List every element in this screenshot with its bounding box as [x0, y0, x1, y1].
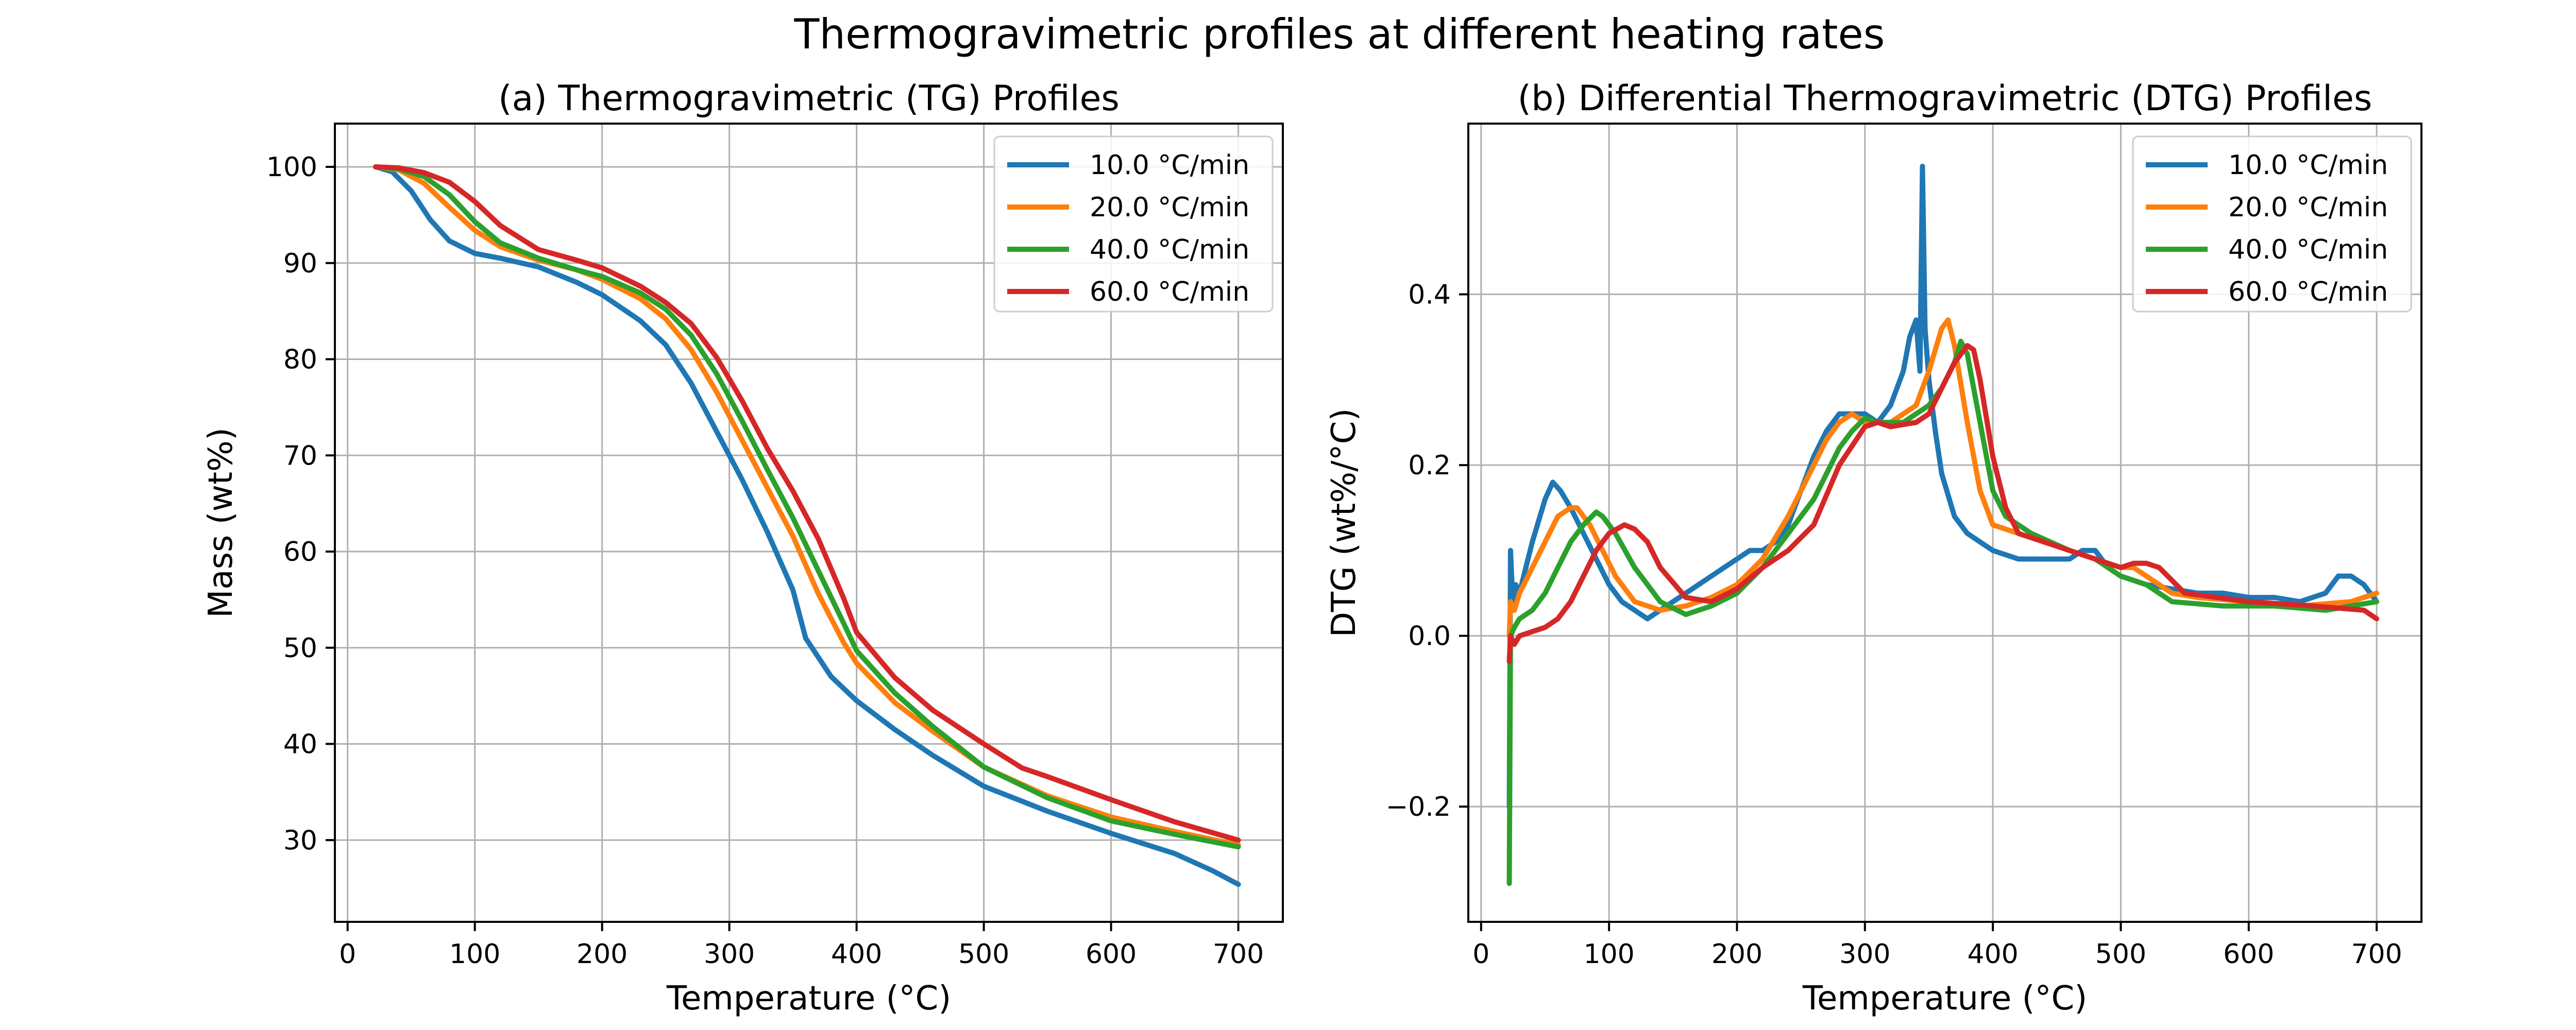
figure-suptitle: Thermogravimetric profiles at different …	[794, 10, 1885, 58]
legend-label-3: 40.0 °C/min	[1090, 234, 1249, 265]
y-tick-label: 40	[283, 729, 317, 760]
y-tick-label: 60	[283, 537, 317, 568]
y-tick-label: 0.4	[1408, 280, 1451, 311]
series-line-3	[373, 164, 1241, 850]
x-tick-label: 700	[1213, 939, 1264, 970]
y-tick-label: 0.2	[1408, 450, 1451, 481]
legend-label-4: 60.0 °C/min	[1090, 277, 1249, 307]
legend-box	[993, 135, 1274, 313]
x-tick-label: 200	[577, 939, 628, 970]
legend-label-1: 10.0 °C/min	[1090, 150, 1249, 181]
y-tick-label: 90	[283, 248, 317, 279]
legend: 10.0 °C/min 20.0 °C/min 40.0 °C/min 60.0 °C…	[993, 135, 1274, 313]
y-tick-label: 100	[266, 152, 317, 183]
legend-label-2: 20.0 °C/min	[1090, 192, 1249, 223]
y-tick-label: 70	[283, 440, 317, 471]
x-axis-label: Temperature (°C)	[666, 980, 951, 1018]
series-group	[1506, 163, 2380, 886]
x-tick-label: 200	[1711, 939, 1762, 970]
axes-frame	[334, 123, 1284, 923]
y-tick-label: 50	[283, 633, 317, 664]
series-line-4	[1506, 343, 2380, 664]
legend-label-4: 60.0 °C/min	[2228, 277, 2388, 307]
panel-title: (a) Thermogravimetric (TG) Profiles	[498, 78, 1120, 119]
legend-label-3: 40.0 °C/min	[2228, 234, 2388, 265]
y-axis-label: DTG (wt%/°C)	[1325, 408, 1363, 638]
legend-box	[2132, 135, 2412, 313]
x-tick-label: 600	[1086, 939, 1137, 970]
x-tick-label: 0	[339, 939, 356, 970]
legend: 10.0 °C/min 20.0 °C/min 40.0 °C/min 60.0 °C…	[2132, 135, 2412, 313]
series-line-1	[373, 164, 1241, 887]
x-tick-label: 400	[831, 939, 882, 970]
y-tick-label: 30	[283, 825, 317, 856]
y-tick-label: −0.2	[1386, 792, 1451, 822]
x-tick-label: 500	[2095, 939, 2146, 970]
series-line-4	[373, 164, 1241, 843]
x-tick-label: 0	[1472, 939, 1489, 970]
dtg-panel: (b) Differential Thermogravimetric (DTG)…	[1325, 78, 2422, 1018]
legend-label-1: 10.0 °C/min	[2228, 150, 2388, 181]
series-group	[373, 164, 1241, 887]
x-tick-label: 100	[449, 939, 500, 970]
x-tick-label: 500	[958, 939, 1009, 970]
x-tick-label: 700	[2351, 939, 2402, 970]
panel-title: (b) Differential Thermogravimetric (DTG)…	[1518, 78, 2372, 119]
tg-panel: (a) Thermogravimetric (TG) Profiles 0 100 2…	[202, 78, 1284, 1018]
y-axis-label: Mass (wt%)	[202, 427, 240, 618]
x-axis-label: Temperature (°C)	[1802, 980, 2087, 1018]
legend-label-2: 20.0 °C/min	[2228, 192, 2388, 223]
x-tick-label: 600	[2223, 939, 2274, 970]
x-tick-label: 300	[1839, 939, 1890, 970]
axes-frame	[1467, 123, 2422, 923]
x-tick-label: 400	[1967, 939, 2018, 970]
y-tick-label: 80	[283, 345, 317, 375]
x-tick-label: 100	[1584, 939, 1635, 970]
x-tick-label: 300	[704, 939, 755, 970]
y-tick-label: 0.0	[1408, 621, 1451, 652]
